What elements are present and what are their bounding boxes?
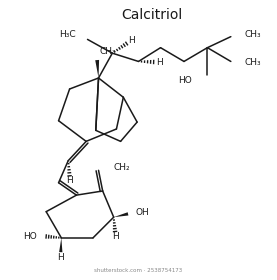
Text: H: H: [66, 176, 73, 185]
Text: H: H: [112, 232, 119, 241]
Text: CH₃: CH₃: [245, 30, 261, 39]
Text: CH₂: CH₂: [114, 162, 130, 172]
Text: Calcitriol: Calcitriol: [122, 8, 183, 22]
Text: HO: HO: [178, 76, 192, 85]
Polygon shape: [95, 60, 99, 78]
Text: H: H: [57, 253, 64, 262]
Polygon shape: [114, 212, 129, 217]
Text: H: H: [128, 36, 134, 45]
Polygon shape: [59, 238, 62, 252]
Text: H₃C: H₃C: [59, 30, 76, 39]
Text: H: H: [156, 57, 163, 67]
Text: CH₃: CH₃: [100, 47, 117, 56]
Text: shutterstock.com · 2538754173: shutterstock.com · 2538754173: [94, 268, 183, 273]
Text: CH₃: CH₃: [245, 58, 261, 67]
Text: HO: HO: [23, 232, 37, 241]
Text: OH: OH: [135, 208, 149, 217]
